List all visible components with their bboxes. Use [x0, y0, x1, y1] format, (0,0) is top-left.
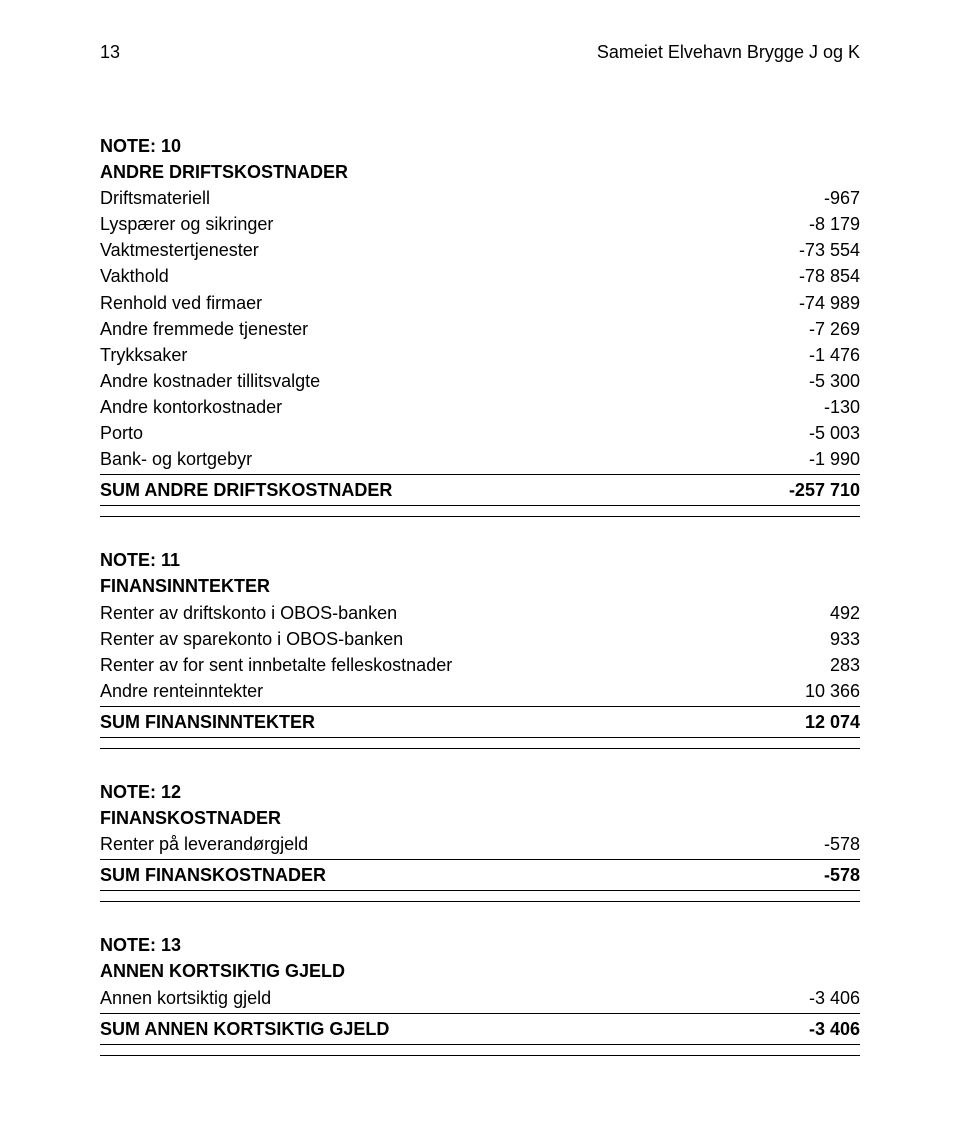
item-value: -967 [804, 185, 860, 211]
line-item: Andre renteinntekter10 366 [100, 678, 860, 704]
item-value: 492 [810, 600, 860, 626]
divider [100, 859, 860, 860]
item-label: Vaktmestertjenester [100, 237, 779, 263]
item-value: -8 179 [789, 211, 860, 237]
page-header: 13 Sameiet Elvehavn Brygge J og K [100, 42, 860, 63]
item-value: -3 406 [789, 985, 860, 1011]
item-value: -130 [804, 394, 860, 420]
sum-row: SUM FINANSKOSTNADER-578 [100, 862, 860, 888]
divider [100, 474, 860, 475]
divider [100, 1055, 860, 1056]
line-item: Trykksaker-1 476 [100, 342, 860, 368]
note-label: NOTE: 12 [100, 779, 860, 805]
sum-label: SUM FINANSKOSTNADER [100, 862, 804, 888]
line-item: Renter på leverandørgjeld-578 [100, 831, 860, 857]
divider [100, 505, 860, 506]
item-value: -78 854 [779, 263, 860, 289]
line-item: Renhold ved firmaer-74 989 [100, 290, 860, 316]
line-item: Vaktmestertjenester-73 554 [100, 237, 860, 263]
item-value: -7 269 [789, 316, 860, 342]
item-label: Renter på leverandørgjeld [100, 831, 804, 857]
line-item: Andre kontorkostnader-130 [100, 394, 860, 420]
item-label: Renter av for sent innbetalte felleskost… [100, 652, 810, 678]
item-label: Renter av sparekonto i OBOS-banken [100, 626, 810, 652]
section-title: FINANSINNTEKTER [100, 573, 860, 599]
item-value: 10 366 [785, 678, 860, 704]
item-value: -73 554 [779, 237, 860, 263]
item-label: Driftsmateriell [100, 185, 804, 211]
item-value: -1 476 [789, 342, 860, 368]
sum-row: SUM ANDRE DRIFTSKOSTNADER-257 710 [100, 477, 860, 503]
item-label: Bank- og kortgebyr [100, 446, 789, 472]
section-note-12: NOTE: 12 FINANSKOSTNADER Renter på lever… [100, 779, 860, 902]
page-number: 13 [100, 42, 120, 63]
divider [100, 737, 860, 738]
line-item: Andre kostnader tillitsvalgte-5 300 [100, 368, 860, 394]
item-label: Annen kortsiktig gjeld [100, 985, 789, 1011]
line-item: Annen kortsiktig gjeld-3 406 [100, 985, 860, 1011]
item-value: -5 300 [789, 368, 860, 394]
sum-value: -3 406 [789, 1016, 860, 1042]
divider [100, 1044, 860, 1045]
divider [100, 516, 860, 517]
line-item: Renter av sparekonto i OBOS-banken933 [100, 626, 860, 652]
divider [100, 901, 860, 902]
item-label: Andre kontorkostnader [100, 394, 804, 420]
item-label: Lyspærer og sikringer [100, 211, 789, 237]
page: 13 Sameiet Elvehavn Brygge J og K NOTE: … [0, 0, 960, 1118]
note-label: NOTE: 13 [100, 932, 860, 958]
item-label: Renhold ved firmaer [100, 290, 779, 316]
item-value: 933 [810, 626, 860, 652]
line-item: Driftsmateriell-967 [100, 185, 860, 211]
line-item: Andre fremmede tjenester-7 269 [100, 316, 860, 342]
section-title: ANNEN KORTSIKTIG GJELD [100, 958, 860, 984]
sum-label: SUM FINANSINNTEKTER [100, 709, 785, 735]
item-value: -578 [804, 831, 860, 857]
line-item: Vakthold-78 854 [100, 263, 860, 289]
item-label: Andre renteinntekter [100, 678, 785, 704]
item-label: Vakthold [100, 263, 779, 289]
line-item: Lyspærer og sikringer-8 179 [100, 211, 860, 237]
section-note-10: NOTE: 10 ANDRE DRIFTSKOSTNADER Driftsmat… [100, 133, 860, 517]
item-value: -74 989 [779, 290, 860, 316]
sum-value: -257 710 [769, 477, 860, 503]
divider [100, 890, 860, 891]
section-title: FINANSKOSTNADER [100, 805, 860, 831]
line-item: Renter av driftskonto i OBOS-banken492 [100, 600, 860, 626]
page-title: Sameiet Elvehavn Brygge J og K [597, 42, 860, 63]
item-value: -1 990 [789, 446, 860, 472]
divider [100, 1013, 860, 1014]
divider [100, 748, 860, 749]
item-label: Porto [100, 420, 789, 446]
divider [100, 706, 860, 707]
sum-label: SUM ANDRE DRIFTSKOSTNADER [100, 477, 769, 503]
line-item: Renter av for sent innbetalte felleskost… [100, 652, 860, 678]
sum-value: 12 074 [785, 709, 860, 735]
line-item: Bank- og kortgebyr-1 990 [100, 446, 860, 472]
sum-label: SUM ANNEN KORTSIKTIG GJELD [100, 1016, 789, 1042]
item-label: Renter av driftskonto i OBOS-banken [100, 600, 810, 626]
item-value: 283 [810, 652, 860, 678]
item-label: Andre kostnader tillitsvalgte [100, 368, 789, 394]
item-label: Andre fremmede tjenester [100, 316, 789, 342]
line-item: Porto-5 003 [100, 420, 860, 446]
item-label: Trykksaker [100, 342, 789, 368]
sum-row: SUM FINANSINNTEKTER12 074 [100, 709, 860, 735]
item-value: -5 003 [789, 420, 860, 446]
note-label: NOTE: 10 [100, 133, 860, 159]
section-title: ANDRE DRIFTSKOSTNADER [100, 159, 860, 185]
section-note-11: NOTE: 11 FINANSINNTEKTER Renter av drift… [100, 547, 860, 749]
sum-value: -578 [804, 862, 860, 888]
note-label: NOTE: 11 [100, 547, 860, 573]
sum-row: SUM ANNEN KORTSIKTIG GJELD-3 406 [100, 1016, 860, 1042]
section-note-13: NOTE: 13 ANNEN KORTSIKTIG GJELD Annen ko… [100, 932, 860, 1055]
